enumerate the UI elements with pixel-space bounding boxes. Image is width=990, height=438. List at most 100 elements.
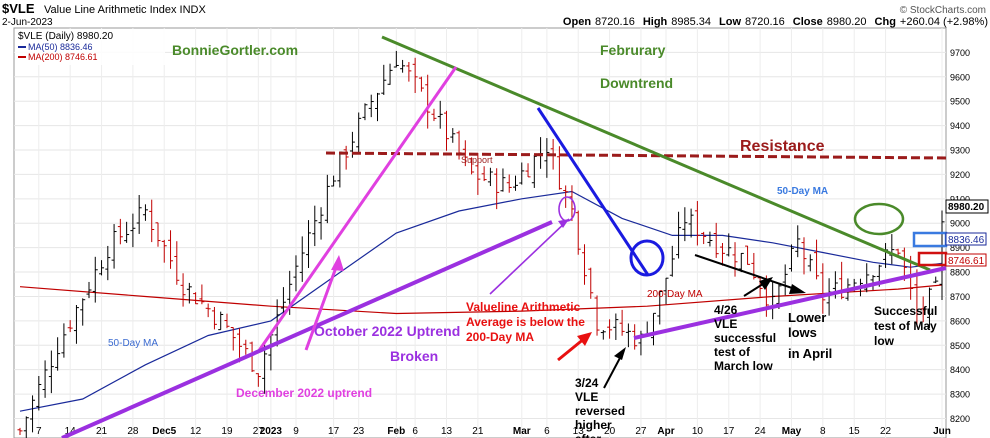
ma50-left-label: 50-Day MA <box>108 338 158 349</box>
x-tick-label: 7 <box>36 426 42 437</box>
plot-frame <box>13 27 947 438</box>
ma50-tag-text: 8836.46 <box>948 235 985 246</box>
legend: $VLE (Daily) 8980.20 MA(50) 8836.46 MA(2… <box>15 29 165 65</box>
note-426-line4: test of <box>714 345 751 359</box>
x-tick-label: 10 <box>692 426 704 437</box>
x-tick-label: 9 <box>293 426 299 437</box>
purple-arrow-line <box>489 218 570 295</box>
candles-layer <box>17 50 945 438</box>
magenta-arrowhead <box>331 255 344 271</box>
x-tick-label: Jun <box>933 426 951 437</box>
february-downtrend-line <box>381 35 931 272</box>
x-tick-label: 24 <box>755 426 767 437</box>
march-low-trend-line <box>633 266 947 340</box>
ma50-tag-bg <box>945 232 987 246</box>
y-tick-label: 9400 <box>950 121 970 131</box>
x-tick-label: 13 <box>573 426 585 437</box>
x-tick-label: 17 <box>723 426 735 437</box>
y-tick-label: 9500 <box>950 97 970 107</box>
x-tick-label: 28 <box>127 426 139 437</box>
legend-price: $VLE (Daily) 8980.20 <box>18 31 113 42</box>
december-uptrend-line <box>256 66 458 353</box>
december-uptrend-label: December 2022 uptrend <box>236 386 372 400</box>
green-oval <box>853 202 905 236</box>
february-label: Februrary <box>600 42 666 58</box>
resistance-label: Resistance <box>740 138 825 155</box>
black-arrow-324-head <box>614 347 626 360</box>
blue-decline-line <box>536 107 650 276</box>
note-426-line2: VLE <box>714 317 737 331</box>
magenta-arrow-line <box>304 261 340 351</box>
x-tick-label: 8 <box>820 426 826 437</box>
successful-line2: test of May <box>874 319 937 333</box>
high-label: High <box>643 16 668 28</box>
high-value: 8985.34 <box>671 16 711 28</box>
legend-ma50: MA(50) 8836.46 <box>28 42 93 52</box>
note-324-line5: after <box>575 432 601 438</box>
copyright: © StockCharts.com <box>900 5 986 16</box>
annotations: BonnieGortler.com Februrary Downtrend Re… <box>108 42 937 438</box>
close-tag-bg <box>945 199 989 214</box>
y-tick-label: 9600 <box>950 72 970 82</box>
chg-value: +260.04 (+2.98%) <box>900 16 988 28</box>
x-tick-label: 13 <box>441 426 453 437</box>
red-arrow-line <box>557 336 586 362</box>
chg-label: Chg <box>875 16 896 28</box>
x-tick-label: Mar <box>513 426 531 437</box>
x-tick-label: 2023 <box>260 426 283 437</box>
lower-lows-line1: Lower <box>788 310 826 325</box>
close-label: Close <box>793 16 823 28</box>
lower-lows-line2: lows <box>788 325 817 340</box>
successful-line1: Successful <box>874 304 937 318</box>
black-arrow-1-line <box>694 254 799 291</box>
ma200-tag-text: 8746.61 <box>948 256 985 267</box>
x-tick-label: Apr <box>657 426 674 437</box>
site-label: BonnieGortler.com <box>172 42 298 58</box>
note-426-line5: March low <box>714 359 773 373</box>
ma200-label: 200-Day MA <box>647 289 703 300</box>
y-tick-label: 8200 <box>950 414 970 424</box>
ohlc-line: Open 8720.16 High 8985.34 Low 8720.16 Close 898… <box>563 16 988 28</box>
valueline-line3: 200-Day MA <box>466 330 534 344</box>
price-tags: 8980.20 8836.46 8746.61 <box>945 199 989 267</box>
note-426-line3: successful <box>714 331 776 345</box>
ma200-line <box>19 284 943 315</box>
x-tick-label: 12 <box>190 426 202 437</box>
x-tick-label: 20 <box>604 426 616 437</box>
purple-oval <box>558 196 576 222</box>
header: $VLE Value Line Arithmetic Index INDX 2-… <box>2 1 988 28</box>
x-tick-label: 21 <box>96 426 108 437</box>
lower-lows-line3: in April <box>788 346 832 361</box>
grid <box>14 28 946 438</box>
x-tick-label: 6 <box>412 426 418 437</box>
successful-line3: low <box>874 334 895 348</box>
x-tick-label: 15 <box>849 426 861 437</box>
x-tick-label: 27 <box>253 426 265 437</box>
trendlines <box>61 35 947 438</box>
october-uptrend-label: October 2022 Uptrend <box>314 323 460 339</box>
black-arrow-2-head <box>759 277 773 290</box>
y-tick-label: 9300 <box>950 146 970 156</box>
x-tick-label: May <box>782 426 802 437</box>
broken-label: Broken <box>390 348 438 364</box>
low-label: Low <box>719 16 741 28</box>
symbol: $VLE <box>2 1 35 16</box>
x-tick-label: 14 <box>65 426 77 437</box>
october-uptrend-line <box>61 220 553 438</box>
black-arrow-1-head <box>789 284 806 294</box>
x-tick-label: 23 <box>353 426 365 437</box>
valueline-line2: Average is below the <box>466 315 585 329</box>
y-tick-label: 8500 <box>950 341 970 351</box>
low-value: 8720.16 <box>745 16 785 28</box>
ma200-tag-bg <box>945 253 987 267</box>
support-label: Support <box>461 155 493 165</box>
open-label: Open <box>563 16 591 28</box>
index-name: Value Line Arithmetic Index INDX <box>44 4 206 16</box>
x-tick-label: Feb <box>387 426 405 437</box>
ma50-right-label: 50-Day MA <box>777 186 828 197</box>
y-tick-label: 8700 <box>950 292 970 302</box>
y-tick-label: 8300 <box>950 390 970 400</box>
